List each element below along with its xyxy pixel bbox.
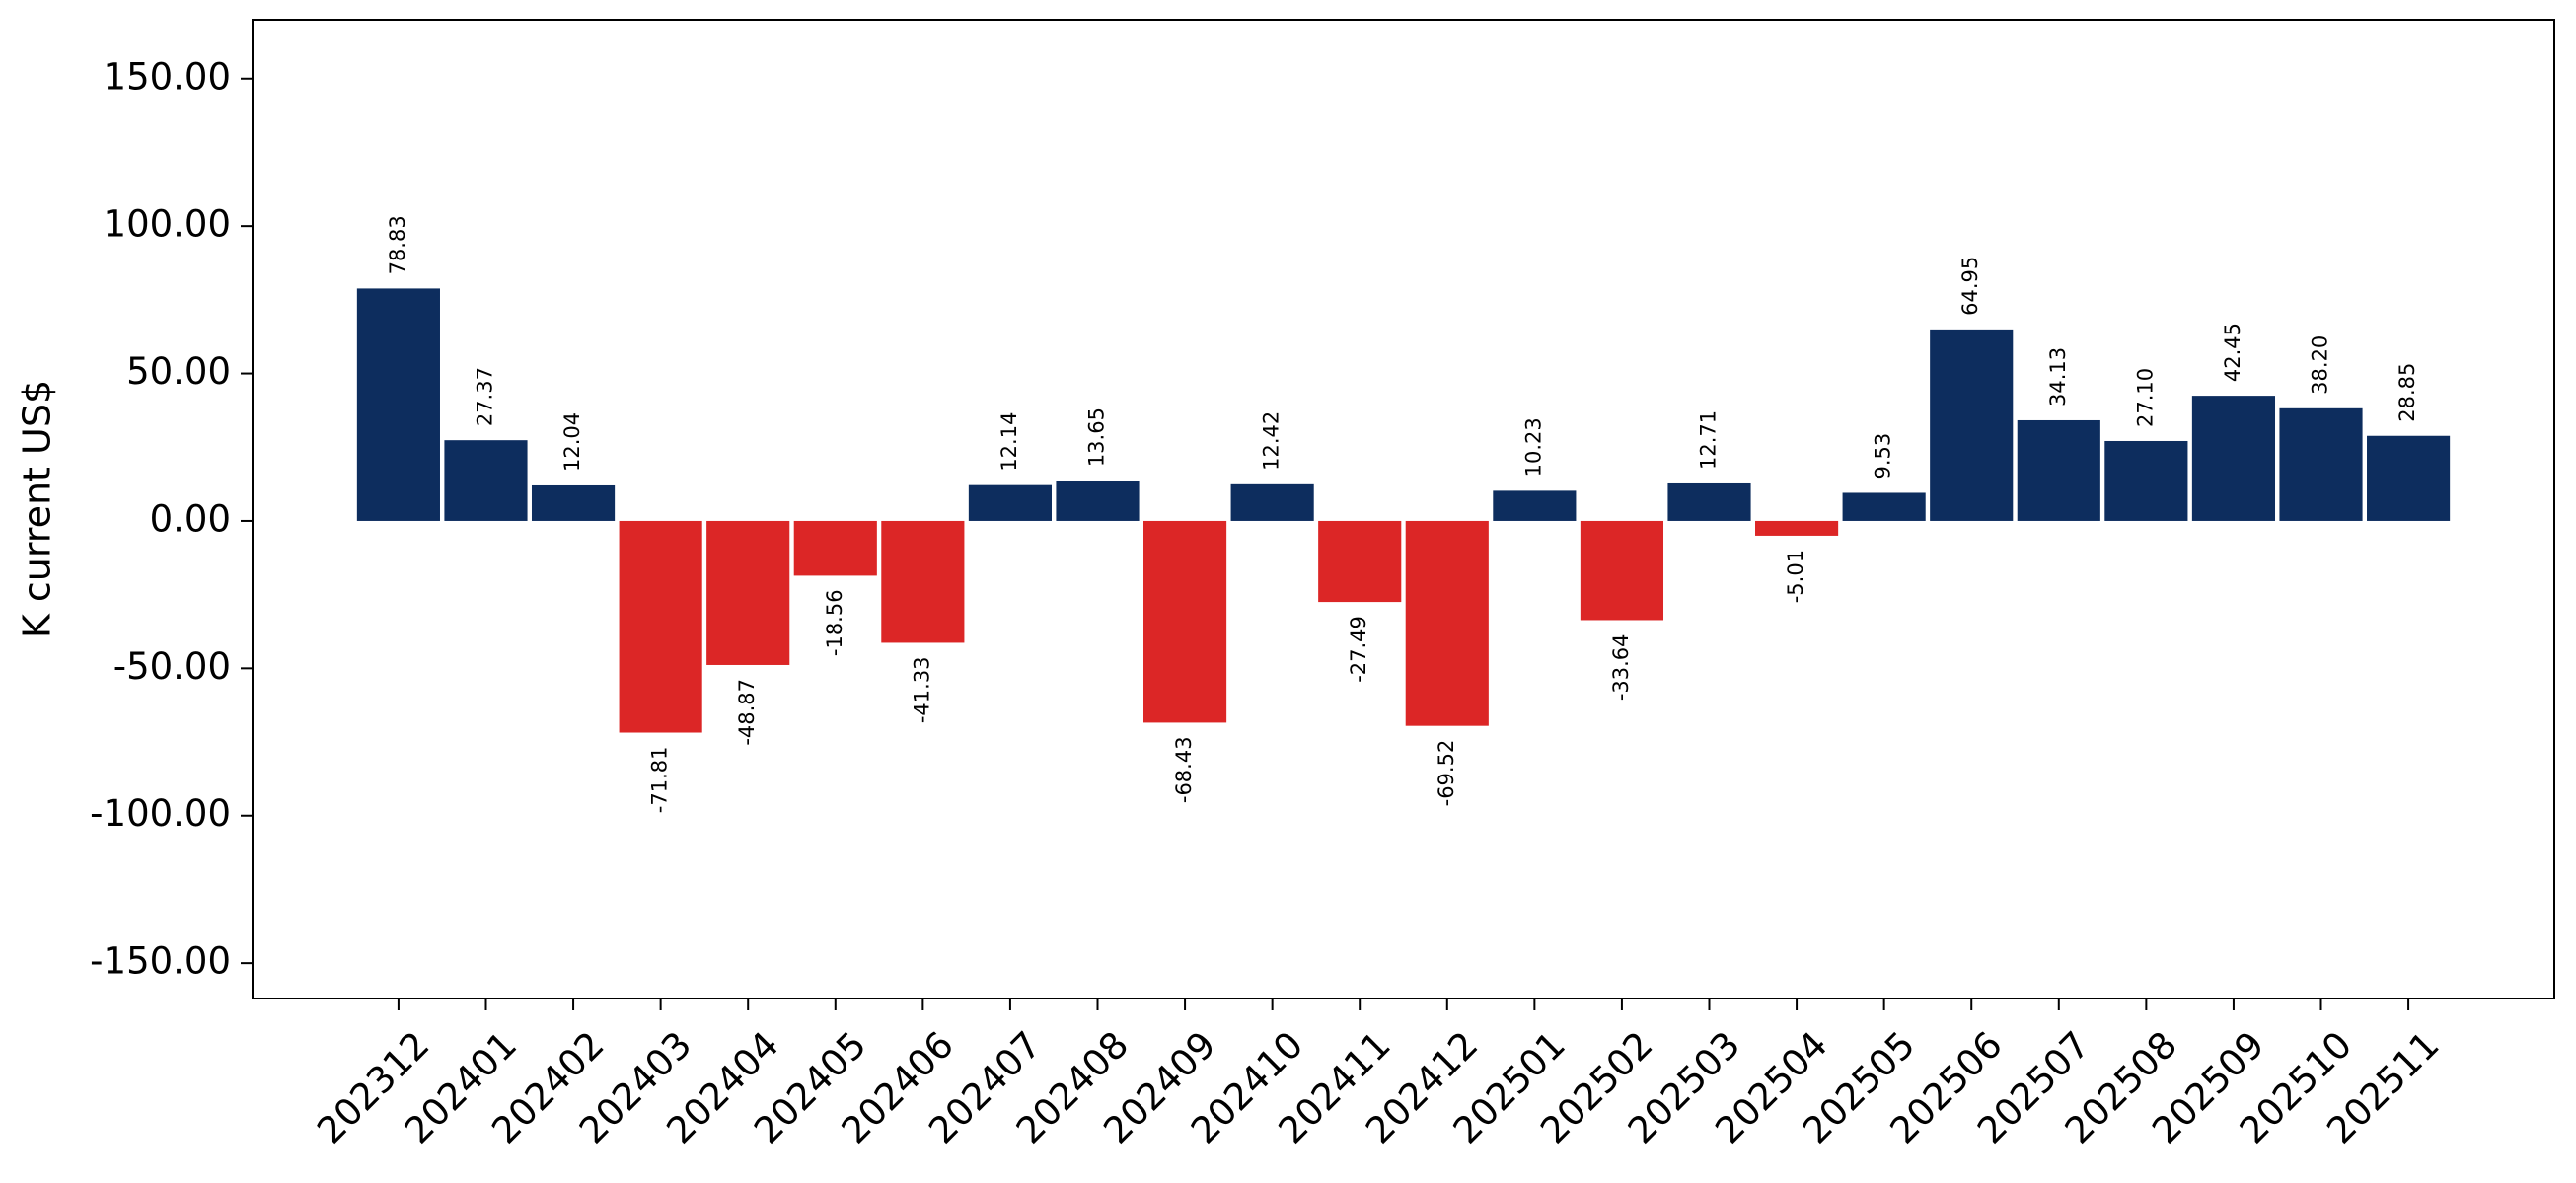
y-tick-label: 100.00 <box>104 203 231 246</box>
value-label: -5.01 <box>1784 550 1807 603</box>
bar <box>1142 520 1227 723</box>
value-label: 78.83 <box>386 215 409 274</box>
value-label: -18.56 <box>823 589 846 656</box>
bar <box>1405 520 1489 726</box>
bar <box>2017 419 2100 521</box>
bar <box>1230 483 1314 521</box>
bar <box>356 288 440 521</box>
value-label: 12.42 <box>1260 411 1284 471</box>
value-label: -48.87 <box>735 679 759 746</box>
bar <box>1755 520 1839 536</box>
bar <box>2191 396 2276 521</box>
value-label: 13.65 <box>1084 407 1108 467</box>
value-label: 12.04 <box>560 412 584 472</box>
bar <box>1493 490 1577 521</box>
bar <box>2279 407 2363 521</box>
bar <box>531 484 616 521</box>
value-label: -69.52 <box>1435 740 1458 807</box>
value-label: 12.14 <box>997 412 1021 472</box>
y-tick-label: -50.00 <box>113 645 231 688</box>
value-label: 34.13 <box>2046 347 2070 407</box>
y-tick-label: 150.00 <box>104 55 231 98</box>
bar <box>444 440 528 521</box>
value-label: -68.43 <box>1172 736 1196 803</box>
bar <box>706 520 790 665</box>
value-label: 64.95 <box>1958 257 1982 316</box>
value-label: 10.23 <box>1521 417 1545 477</box>
y-tick-label: 0.00 <box>150 497 231 540</box>
y-tick-label: -100.00 <box>90 792 231 835</box>
value-label: 38.20 <box>2309 335 2332 395</box>
bar <box>2104 440 2188 521</box>
bar <box>1318 520 1402 603</box>
bar <box>1842 492 1926 521</box>
y-axis-label: K current US$ <box>16 380 59 638</box>
value-label: 42.45 <box>2221 323 2245 382</box>
value-label: 27.10 <box>2133 368 2157 427</box>
value-label: 27.37 <box>473 367 496 426</box>
bar <box>793 520 877 576</box>
y-tick-label: 50.00 <box>126 350 231 393</box>
value-label: 12.71 <box>1697 410 1721 470</box>
bar <box>1930 329 2014 521</box>
value-label: 9.53 <box>1872 433 1895 480</box>
y-tick-label: -150.00 <box>90 940 231 983</box>
bar <box>968 484 1052 521</box>
value-label: -33.64 <box>1609 633 1633 701</box>
bar <box>1580 520 1664 621</box>
value-label: 28.85 <box>2395 363 2419 422</box>
plot-frame <box>252 19 2555 999</box>
bar <box>2367 435 2451 521</box>
bar <box>881 520 965 643</box>
bar <box>1056 481 1140 521</box>
bar <box>619 520 702 733</box>
value-label: -71.81 <box>648 747 672 814</box>
bar <box>1667 482 1751 521</box>
value-label: -41.33 <box>910 656 933 723</box>
value-label: -27.49 <box>1347 616 1370 683</box>
